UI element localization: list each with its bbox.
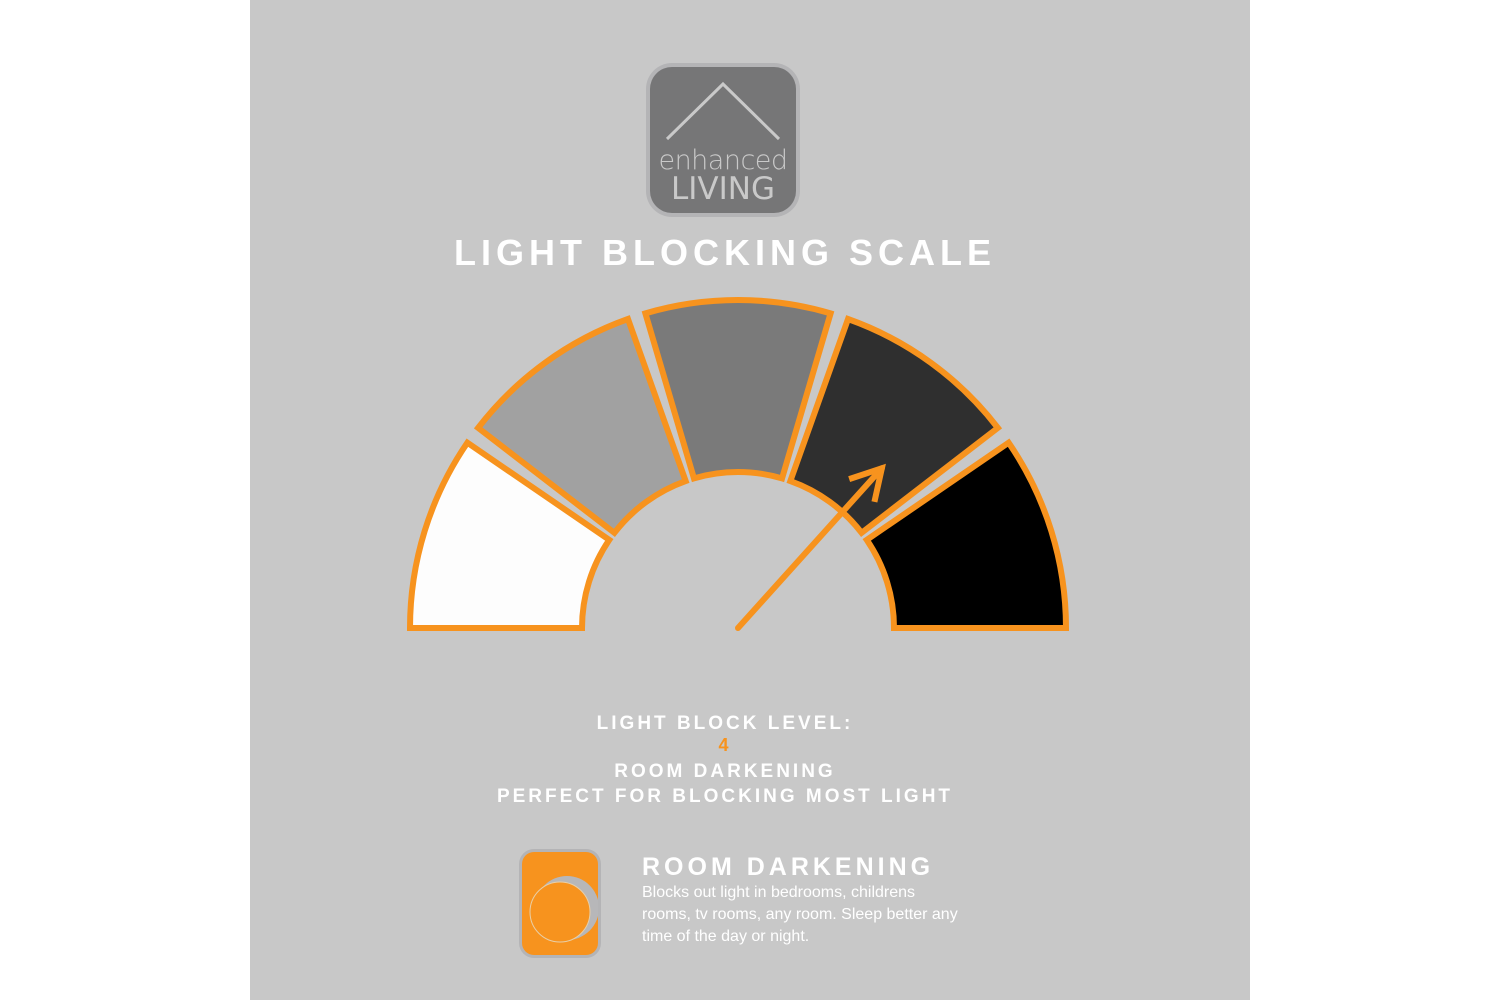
level-tagline: PERFECT FOR BLOCKING MOST LIGHT (496, 786, 954, 807)
level-type: ROOM DARKENING (614, 761, 836, 782)
gauge-segment-5 (862, 438, 1070, 631)
gauge-needle (735, 465, 885, 631)
logo-line1: enhanced (658, 145, 788, 176)
gauge-segment-3 (641, 297, 835, 483)
gauge-needle-arrowhead (848, 463, 886, 503)
logo-line2: LIVING (671, 171, 775, 207)
gauge-segment-2 (473, 315, 690, 538)
feature-title: ROOM DARKENING (642, 853, 935, 881)
gauge-segment-1 (406, 438, 614, 631)
page-title: LIGHT BLOCKING SCALE (454, 232, 996, 273)
enhanced-living-logo: enhanced LIVING (650, 67, 796, 213)
level-value: 4 (718, 735, 732, 755)
feature-description: Blocks out light in bedrooms, childrens … (642, 884, 958, 945)
moon-icon (529, 876, 599, 943)
house-roof-icon (665, 81, 781, 141)
level-label: LIGHT BLOCK LEVEL: (596, 713, 854, 734)
room-darkening-badge (522, 852, 599, 955)
gauge-segment-4 (786, 315, 1003, 538)
